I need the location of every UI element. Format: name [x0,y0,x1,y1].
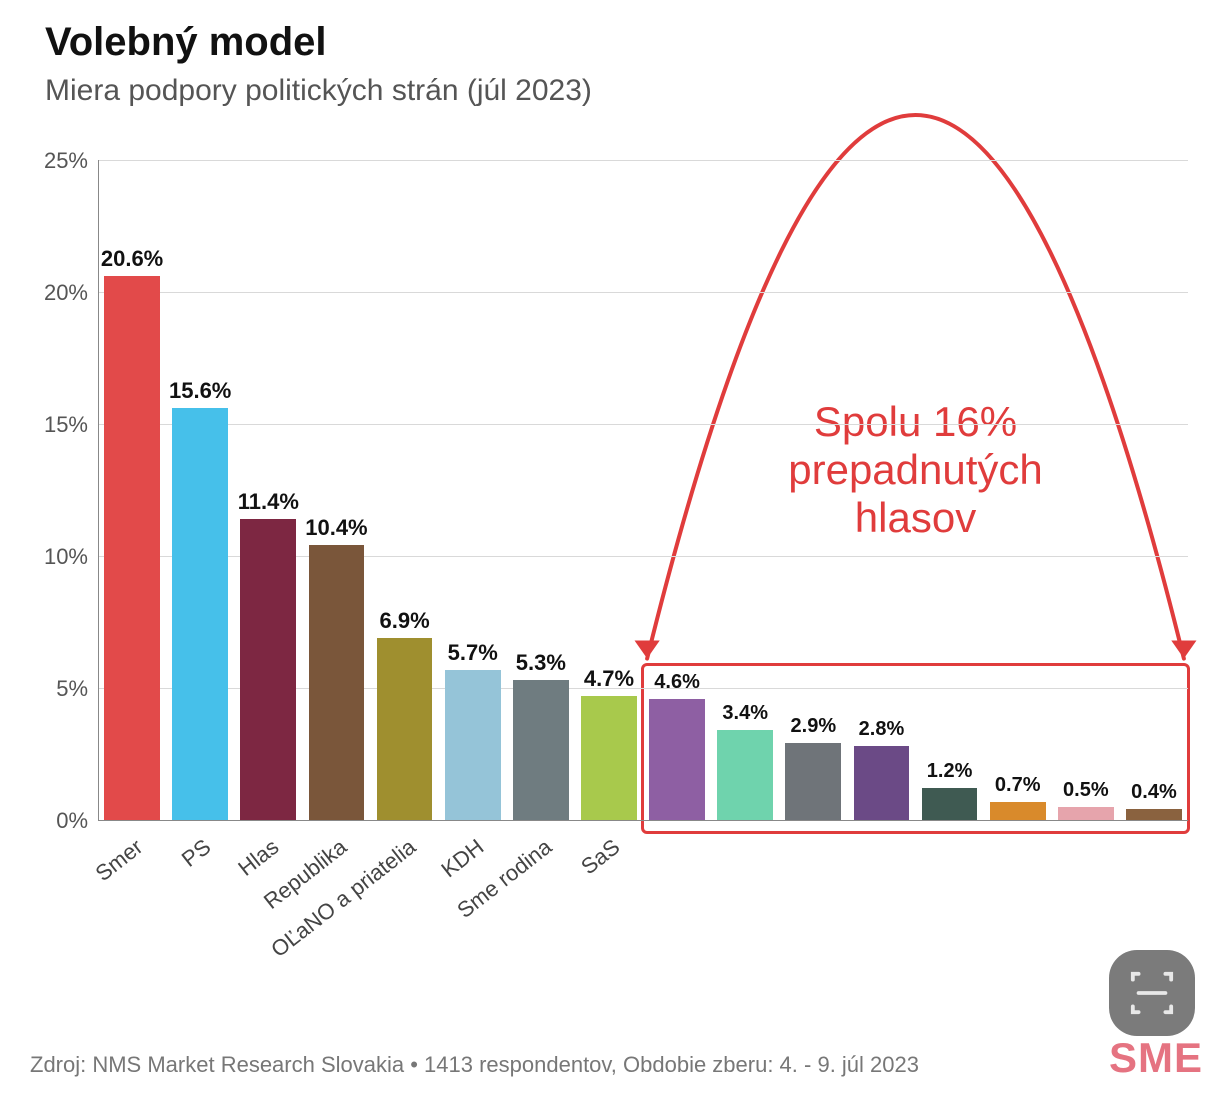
bar [240,519,296,820]
bar [104,276,160,820]
bar-value-label: 6.9% [365,608,443,634]
bar-value-label: 3.4% [706,702,784,725]
bar [717,730,773,820]
chart-footer: Zdroj: NMS Market Research Slovakia • 14… [30,1052,919,1078]
lens-icon [1129,970,1175,1016]
bar-value-label: 20.6% [93,246,171,272]
bar-value-label: 2.9% [774,715,852,738]
bar [785,743,841,820]
bar-value-label: 11.4% [229,489,307,515]
bar-value-label: 10.4% [297,515,375,541]
bar-value-label: 1.2% [910,760,988,783]
bar [513,680,569,820]
ytick-label: 0% [28,808,88,834]
bar-value-label: 2.8% [842,718,920,741]
chart-stage: Volebný model Miera podpory politických … [0,0,1223,1096]
bar-value-label: 0.7% [979,774,1057,797]
gridline [98,292,1188,293]
bar-value-label: 0.5% [1047,779,1125,802]
bar-value-label: 4.7% [570,666,648,692]
bar-value-label: 5.7% [434,640,512,666]
bar [922,788,978,820]
bar [854,746,910,820]
bar-value-label: 4.6% [638,671,716,694]
bar [649,699,705,820]
ytick-label: 15% [28,412,88,438]
bar-value-label: 0.4% [1115,781,1193,804]
bar [309,545,365,820]
ytick-label: 25% [28,148,88,174]
gridline [98,160,1188,161]
bar [377,638,433,820]
ytick-label: 5% [28,676,88,702]
bar-value-label: 15.6% [161,378,239,404]
bar [445,670,501,820]
gridline [98,424,1188,425]
bar [172,408,228,820]
bar-value-label: 5.3% [502,650,580,676]
ytick-label: 20% [28,280,88,306]
brand-logo: SME [1109,1034,1203,1082]
annotation-text: Spolu 16%prepadnutýchhlasov [746,398,1086,543]
bar [581,696,637,820]
bar [990,802,1046,820]
bar [1126,809,1182,820]
x-axis [98,820,1188,821]
google-lens-button[interactable] [1109,950,1195,1036]
bar [1058,807,1114,820]
ytick-label: 10% [28,544,88,570]
